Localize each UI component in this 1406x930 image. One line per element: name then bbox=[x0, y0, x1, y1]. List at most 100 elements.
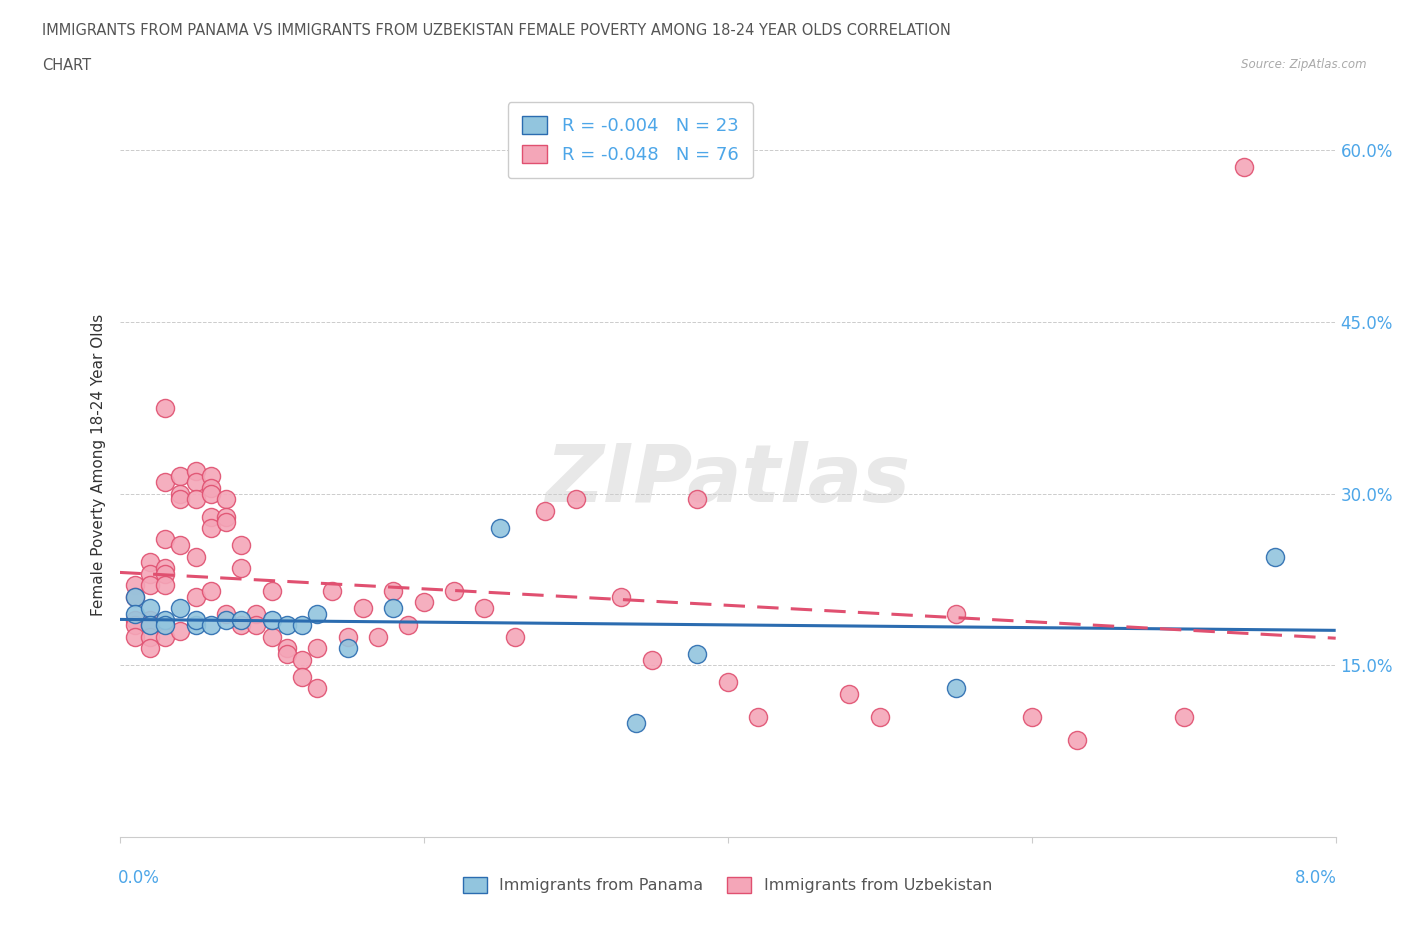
Point bbox=[503, 630, 526, 644]
Point bbox=[200, 509, 222, 524]
Point bbox=[276, 646, 298, 661]
Point bbox=[1173, 710, 1195, 724]
Point bbox=[200, 583, 222, 598]
Point bbox=[260, 583, 283, 598]
Point bbox=[215, 515, 238, 530]
Point bbox=[231, 612, 253, 627]
Point bbox=[686, 646, 709, 661]
Point bbox=[747, 710, 769, 724]
Point bbox=[200, 469, 222, 484]
Point bbox=[245, 618, 267, 632]
Point bbox=[291, 652, 314, 667]
Point bbox=[610, 590, 633, 604]
Point bbox=[291, 670, 314, 684]
Point bbox=[412, 595, 434, 610]
Point bbox=[215, 509, 238, 524]
Point bbox=[139, 618, 162, 632]
Point bbox=[245, 606, 267, 621]
Point bbox=[139, 566, 162, 581]
Point bbox=[534, 503, 557, 518]
Point bbox=[1264, 549, 1286, 564]
Point bbox=[231, 618, 253, 632]
Point bbox=[169, 601, 191, 616]
Point bbox=[1066, 732, 1088, 747]
Point bbox=[124, 578, 146, 592]
Point bbox=[184, 618, 207, 632]
Point bbox=[260, 612, 283, 627]
Text: 8.0%: 8.0% bbox=[1295, 870, 1337, 887]
Point bbox=[276, 618, 298, 632]
Point bbox=[184, 590, 207, 604]
Point bbox=[945, 681, 967, 696]
Point bbox=[153, 561, 176, 576]
Point bbox=[139, 641, 162, 656]
Point bbox=[396, 618, 419, 632]
Point bbox=[276, 641, 298, 656]
Point bbox=[169, 469, 191, 484]
Point bbox=[443, 583, 465, 598]
Point bbox=[215, 492, 238, 507]
Point bbox=[153, 612, 176, 627]
Point bbox=[869, 710, 891, 724]
Point bbox=[184, 492, 207, 507]
Point bbox=[200, 521, 222, 536]
Point bbox=[124, 606, 146, 621]
Point bbox=[124, 630, 146, 644]
Point bbox=[488, 521, 510, 536]
Point bbox=[139, 601, 162, 616]
Point bbox=[352, 601, 374, 616]
Point bbox=[215, 612, 238, 627]
Point bbox=[686, 492, 709, 507]
Point bbox=[1233, 160, 1256, 175]
Point bbox=[307, 606, 329, 621]
Point bbox=[124, 618, 146, 632]
Point bbox=[184, 549, 207, 564]
Point bbox=[169, 486, 191, 501]
Point bbox=[153, 630, 176, 644]
Point bbox=[169, 538, 191, 552]
Point bbox=[139, 612, 162, 627]
Point bbox=[336, 641, 359, 656]
Point bbox=[382, 583, 405, 598]
Point bbox=[153, 474, 176, 489]
Y-axis label: Female Poverty Among 18-24 Year Olds: Female Poverty Among 18-24 Year Olds bbox=[91, 314, 107, 617]
Point bbox=[382, 601, 405, 616]
Text: IMMIGRANTS FROM PANAMA VS IMMIGRANTS FROM UZBEKISTAN FEMALE POVERTY AMONG 18-24 : IMMIGRANTS FROM PANAMA VS IMMIGRANTS FRO… bbox=[42, 23, 950, 38]
Point bbox=[124, 590, 146, 604]
Point bbox=[184, 463, 207, 478]
Point bbox=[231, 538, 253, 552]
Point bbox=[717, 675, 740, 690]
Text: ZIPatlas: ZIPatlas bbox=[546, 441, 910, 519]
Point bbox=[291, 618, 314, 632]
Point bbox=[260, 630, 283, 644]
Point bbox=[169, 492, 191, 507]
Point bbox=[307, 641, 329, 656]
Point bbox=[945, 606, 967, 621]
Point bbox=[200, 486, 222, 501]
Point bbox=[200, 618, 222, 632]
Legend: Immigrants from Panama, Immigrants from Uzbekistan: Immigrants from Panama, Immigrants from … bbox=[457, 870, 998, 899]
Point bbox=[139, 555, 162, 570]
Point bbox=[564, 492, 586, 507]
Point bbox=[139, 618, 162, 632]
Point bbox=[215, 606, 238, 621]
Point bbox=[153, 618, 176, 632]
Point bbox=[626, 715, 648, 730]
Text: Source: ZipAtlas.com: Source: ZipAtlas.com bbox=[1241, 58, 1367, 71]
Point bbox=[124, 612, 146, 627]
Point bbox=[169, 623, 191, 638]
Point bbox=[1021, 710, 1043, 724]
Point bbox=[472, 601, 496, 616]
Point bbox=[231, 561, 253, 576]
Point bbox=[336, 630, 359, 644]
Point bbox=[184, 612, 207, 627]
Point bbox=[200, 481, 222, 496]
Point bbox=[153, 578, 176, 592]
Point bbox=[139, 630, 162, 644]
Point bbox=[153, 566, 176, 581]
Point bbox=[640, 652, 662, 667]
Point bbox=[124, 590, 146, 604]
Point bbox=[139, 578, 162, 592]
Point bbox=[367, 630, 389, 644]
Point bbox=[838, 686, 860, 701]
